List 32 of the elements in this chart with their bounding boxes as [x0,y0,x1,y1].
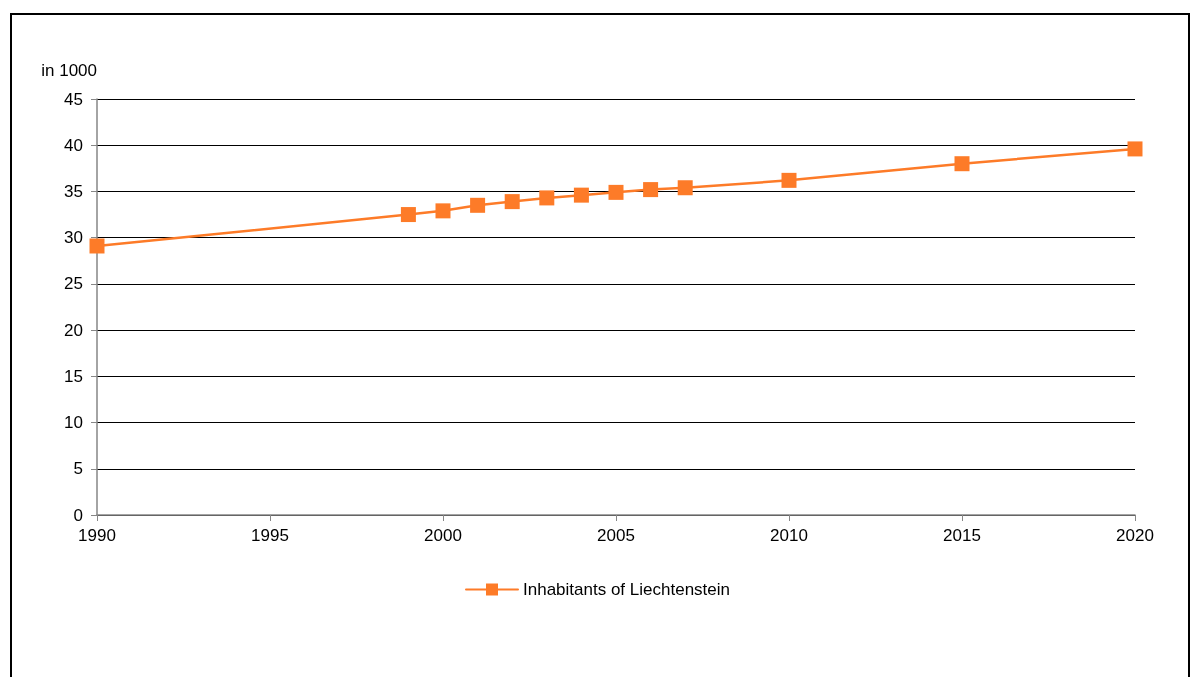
x-tick-label: 1990 [78,526,116,545]
point [643,182,659,198]
point [435,203,451,219]
y-tick-label: 5 [73,459,83,479]
point [470,197,486,213]
y-tick-label: 15 [64,366,83,386]
y-tick-label: 45 [64,89,83,109]
point [1127,141,1143,157]
y-tick-label: 25 [64,274,83,294]
y-tick-label: 30 [64,228,83,248]
x-tick-label: 2005 [597,526,635,545]
point [781,172,797,188]
y-tick-label: 10 [64,413,83,433]
point [539,190,555,206]
y-tick-label: 40 [64,135,83,155]
y-tick-label: 35 [64,181,83,201]
x-tick-label: 2010 [770,526,808,545]
point [400,207,416,223]
point [677,180,693,196]
y-tick-label: 0 [73,505,83,525]
point [608,184,624,200]
y-tick-label: 20 [64,320,83,340]
point [89,238,105,254]
point [504,194,520,210]
point [954,156,970,172]
x-tick-label: 2000 [424,526,462,545]
legend-label: Inhabitants of Liechtenstein [523,580,730,599]
x-tick-label: 2015 [943,526,981,545]
x-tick-label: 2020 [1116,526,1154,545]
y-axis-title: in 1000 [41,61,97,80]
x-tick-label: 1995 [251,526,289,545]
point [573,187,589,203]
